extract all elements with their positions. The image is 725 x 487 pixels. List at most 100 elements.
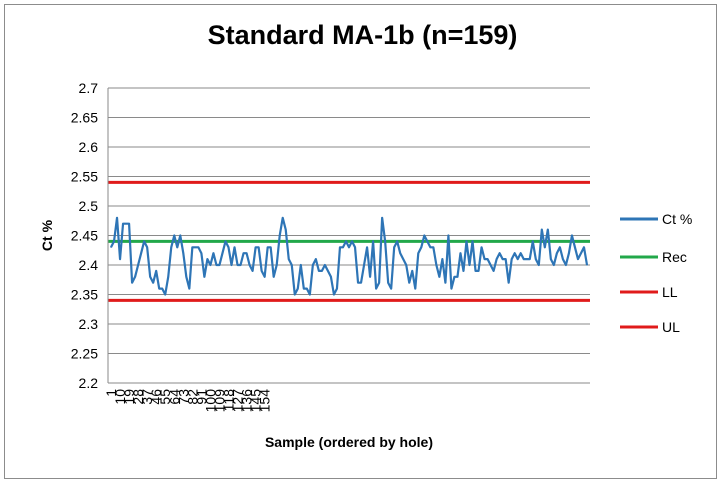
data-point: [251, 270, 254, 272]
data-point: [342, 246, 344, 248]
data-point: [577, 258, 579, 260]
data-point: [568, 252, 570, 254]
data-point: [312, 264, 314, 266]
data-point: [122, 223, 124, 225]
data-point: [562, 258, 564, 260]
x-tick-label: 145: [248, 389, 264, 413]
data-point: [291, 264, 293, 266]
data-point: [321, 270, 323, 272]
x-tick-label: 28: [130, 389, 146, 405]
data-point: [396, 240, 398, 242]
x-tick-label: 64: [166, 389, 182, 405]
data-point: [306, 288, 308, 290]
data-point: [303, 288, 305, 290]
data-point: [453, 276, 456, 278]
data-point: [206, 258, 209, 260]
data-point: [586, 264, 588, 266]
data-point: [261, 270, 263, 272]
data-point: [378, 282, 380, 284]
data-point: [354, 246, 356, 248]
data-point: [435, 264, 437, 266]
data-point: [417, 252, 419, 254]
data-point: [294, 293, 296, 296]
data-point: [113, 240, 115, 242]
data-point: [447, 234, 450, 237]
data-point: [245, 252, 248, 254]
data-point: [170, 246, 172, 248]
data-point: [505, 258, 507, 260]
y-tick-label: 2.7: [79, 80, 99, 96]
data-point: [432, 246, 434, 248]
y-axis-title: Ct %: [39, 219, 55, 251]
data-point: [176, 246, 178, 248]
data-point: [221, 252, 224, 254]
data-point: [324, 264, 326, 266]
data-point: [517, 258, 519, 260]
data-point: [258, 246, 260, 248]
data-point: [556, 252, 558, 254]
data-point: [462, 270, 465, 272]
data-point: [143, 240, 145, 242]
series-ct-line: [110, 216, 589, 296]
data-point: [227, 246, 230, 248]
x-tick-label: 19: [121, 389, 137, 405]
x-tick-label: 55: [157, 389, 173, 405]
data-point: [583, 246, 585, 248]
data-point: [318, 270, 320, 272]
data-point: [333, 293, 335, 296]
data-point: [164, 293, 166, 296]
data-point: [471, 240, 474, 242]
x-tick-label: 109: [211, 389, 227, 413]
x-tick-label: 91: [193, 389, 209, 405]
data-point: [405, 264, 407, 266]
data-point: [215, 264, 218, 266]
x-tick-label: 136: [239, 389, 255, 413]
data-point: [502, 258, 504, 260]
data-point: [218, 264, 221, 266]
x-tick-label: 46: [148, 389, 164, 405]
data-point: [212, 252, 215, 254]
data-point: [248, 264, 251, 266]
data-point: [273, 276, 275, 278]
data-point: [441, 258, 443, 260]
data-point: [402, 258, 404, 260]
data-point: [209, 264, 212, 266]
data-point: [270, 246, 272, 248]
data-point: [559, 246, 561, 248]
data-point: [477, 270, 480, 272]
data-point: [489, 264, 492, 266]
grid-lines: [108, 87, 590, 384]
data-point: [429, 246, 431, 248]
data-point: [384, 240, 386, 242]
data-point: [327, 270, 329, 272]
data-point: [480, 246, 483, 248]
data-point: [119, 258, 121, 260]
data-point: [511, 258, 513, 260]
data-point: [360, 282, 362, 284]
legend-label-rec: Rec: [662, 249, 687, 265]
y-tick-label: 2.65: [71, 110, 98, 126]
data-point: [535, 258, 537, 260]
x-tick-label: 82: [184, 389, 200, 405]
y-tick-label: 2.6: [79, 139, 99, 155]
data-point: [414, 288, 416, 290]
data-point: [279, 234, 281, 237]
data-point: [456, 276, 459, 278]
data-point: [179, 234, 181, 237]
data-point: [363, 264, 365, 266]
data-point: [182, 252, 184, 254]
data-point: [146, 246, 148, 248]
data-point: [224, 240, 227, 242]
data-point: [529, 258, 531, 260]
data-point: [200, 252, 202, 254]
chart-title: Standard MA-1b (n=159): [207, 20, 518, 50]
x-axis-title: Sample (ordered by hole): [265, 434, 433, 450]
data-point: [420, 246, 422, 248]
data-point: [315, 258, 317, 260]
data-point: [330, 276, 332, 278]
data-point: [574, 246, 576, 248]
legend: Ct % Rec LL UL: [620, 211, 692, 335]
x-tick-label: 100: [202, 389, 218, 413]
data-point: [276, 264, 278, 266]
